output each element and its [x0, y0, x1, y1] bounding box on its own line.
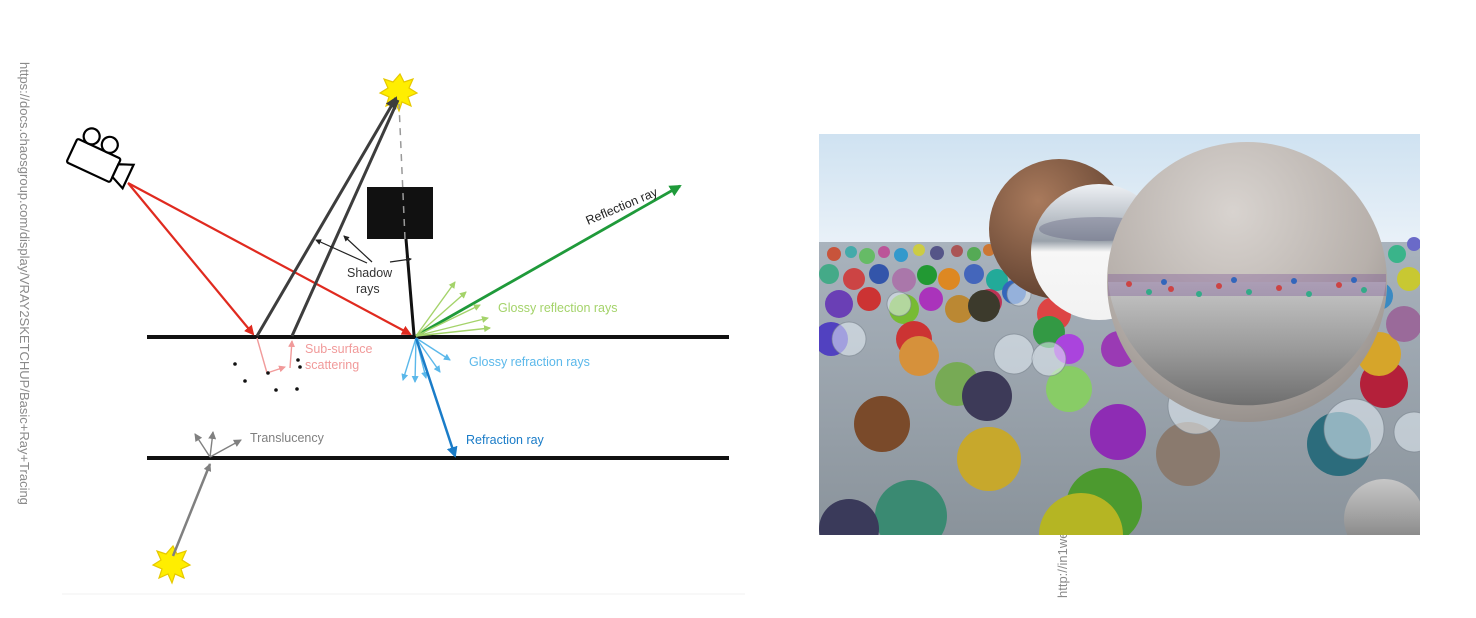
shadow-rays-label: rays [356, 282, 380, 296]
reflective-sphere [1344, 479, 1420, 535]
shadow-rays-label: Shadow [347, 266, 393, 280]
reflection-ray-label: Reflection ray [584, 185, 661, 228]
camera-icon [65, 127, 136, 191]
subsurface-scattering [256, 337, 296, 374]
glossy-refraction-label: Glossy refraction rays [469, 355, 590, 369]
occluder-box [367, 187, 433, 239]
shadow-ray-dashed [398, 103, 406, 240]
shadow-ray [255, 96, 398, 337]
reflective-sphere [1107, 142, 1387, 422]
scatter-dots [233, 358, 302, 392]
glossy-reflection-label: Glossy reflection rays [498, 301, 617, 315]
camera-ray [127, 182, 412, 335]
reflection-ray [415, 184, 682, 338]
shadow-ray [290, 99, 400, 337]
ray-tracing-diagram: Shadow rays Reflection ray Glossy reflec… [62, 72, 745, 595]
translucency-ray [171, 463, 212, 557]
refraction-ray [414, 337, 458, 458]
light-source-icon [151, 544, 192, 585]
ray-traced-render [819, 134, 1420, 535]
shadow-ray-blocked [404, 238, 416, 336]
refraction-ray-label: Refraction ray [466, 433, 545, 447]
translucency-label: Translucency [250, 431, 325, 445]
subsurface-label: Sub-surface [305, 342, 372, 356]
source-url-left: https://docs.chaosgroup.com/display/VRAY… [17, 62, 32, 505]
subsurface-label: scattering [305, 358, 359, 372]
camera-ray [127, 182, 255, 336]
